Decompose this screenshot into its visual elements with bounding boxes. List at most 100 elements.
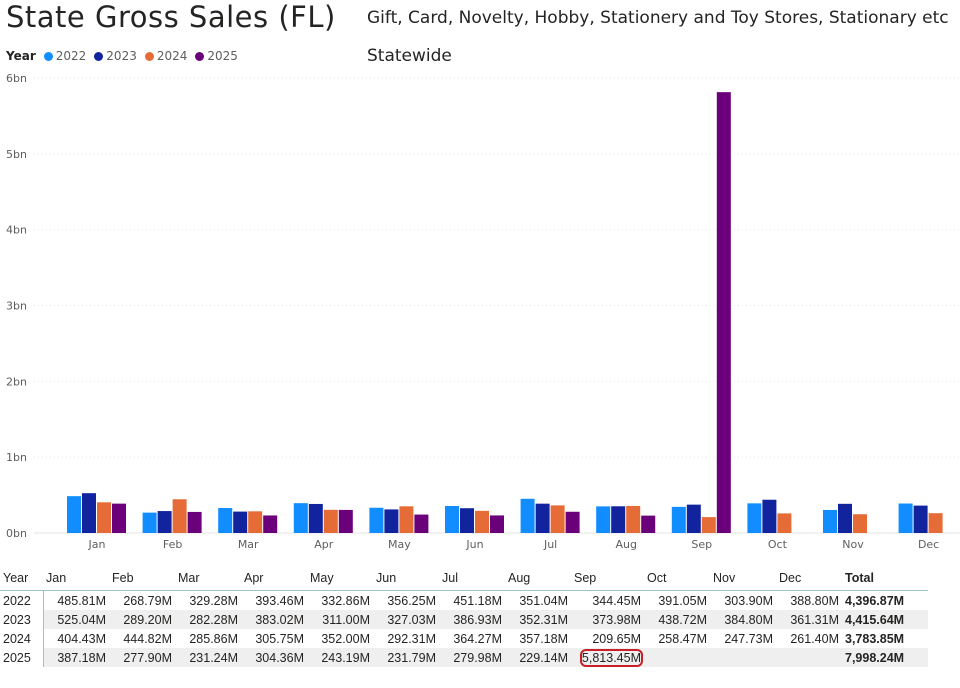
bar-2022-Oct[interactable] (747, 503, 762, 533)
column-header[interactable]: Total (842, 566, 928, 591)
cell-text: 387.18M (57, 650, 106, 665)
value-cell: 373.98M (571, 610, 644, 629)
bar-2024-Jun[interactable] (475, 510, 489, 533)
cell-text: 282.28M (189, 612, 238, 627)
bar-2025-Feb[interactable] (187, 511, 202, 533)
cell-text: 384.80M (724, 612, 773, 627)
legend-marker-icon (94, 51, 104, 61)
cell-text: 327.03M (387, 612, 436, 627)
bar-2023-Feb[interactable] (157, 511, 172, 533)
bar-2024-Oct[interactable] (777, 513, 792, 533)
bar-2022-Mar[interactable] (218, 508, 233, 533)
column-header[interactable]: Aug (505, 566, 571, 591)
column-header[interactable]: Year (0, 566, 43, 591)
bar-2022-Sep[interactable] (671, 506, 686, 533)
bar-2024-Mar[interactable] (248, 511, 263, 533)
bar-2024-Dec[interactable] (928, 513, 943, 533)
cell-text: 4,415.64M (845, 612, 905, 627)
cell-text: 361.31M (790, 612, 839, 627)
value-cell: 388.80M (776, 591, 842, 611)
bar-2023-May[interactable] (384, 509, 399, 533)
cell-text: 303.90M (724, 593, 773, 608)
bar-2022-May[interactable] (369, 507, 384, 533)
bar-2022-Dec[interactable] (898, 503, 913, 533)
bar-2025-Sep[interactable] (716, 92, 731, 534)
legend-marker-icon (195, 51, 205, 61)
column-header[interactable]: Apr (241, 566, 307, 591)
y-tick-label: 5bn (6, 148, 27, 161)
bar-2025-Jul[interactable] (565, 511, 580, 533)
cell-text: 231.24M (189, 650, 238, 665)
cell-text: 356.25M (387, 593, 436, 608)
bar-2023-Sep[interactable] (686, 504, 701, 533)
cell-text: 279.98M (453, 650, 502, 665)
value-cell: 387.18M (43, 648, 109, 667)
bar-2022-Nov[interactable] (823, 509, 837, 533)
y-tick-label: 6bn (6, 72, 27, 85)
bar-2025-Jun[interactable] (490, 515, 504, 533)
table-row: 2025 387.18M 277.90M 231.24M 304.36M 243.19M 2… (0, 648, 928, 667)
column-header[interactable]: Nov (710, 566, 776, 591)
bar-2022-Jun[interactable] (445, 505, 459, 533)
bar-2022-Apr[interactable] (293, 503, 308, 533)
cell-text: 277.90M (123, 650, 172, 665)
value-cell: 268.79M (109, 591, 175, 611)
bar-2023-Aug[interactable] (611, 506, 626, 533)
bar-2023-Apr[interactable] (308, 503, 323, 533)
column-header[interactable]: May (307, 566, 373, 591)
bar-2022-Jul[interactable] (520, 498, 535, 533)
bar-2022-Jan[interactable] (67, 496, 81, 533)
column-header[interactable]: Jun (373, 566, 439, 591)
x-tick-label: May (388, 538, 411, 551)
table-row: 2024 404.43M 444.82M 285.86M 305.75M 352.00M 2… (0, 629, 928, 648)
bar-2025-Apr[interactable] (338, 509, 353, 533)
cell-text: 388.80M (790, 593, 839, 608)
bar-2022-Aug[interactable] (596, 506, 611, 533)
legend-label: 2025 (207, 49, 238, 63)
bar-2025-Mar[interactable] (263, 515, 278, 533)
column-header[interactable]: Jan (43, 566, 109, 591)
legend-item-2025[interactable]: 2025 (195, 49, 238, 63)
value-cell: 357.18M (505, 629, 571, 648)
cell-text: 304.36M (255, 650, 304, 665)
column-header[interactable]: Sep (571, 566, 644, 591)
legend-marker-icon (43, 51, 53, 61)
column-header[interactable]: Dec (776, 566, 842, 591)
x-tick-label: Oct (768, 538, 788, 551)
bar-2024-Sep[interactable] (701, 517, 716, 533)
bar-2024-Feb[interactable] (172, 499, 187, 533)
cell-text: 268.79M (123, 593, 172, 608)
bar-2022-Feb[interactable] (142, 512, 157, 533)
bar-2025-Jan[interactable] (112, 503, 126, 533)
bar-2024-Jul[interactable] (550, 505, 565, 533)
bar-2024-Apr[interactable] (323, 509, 338, 533)
bar-2023-Nov[interactable] (838, 503, 852, 533)
cell-text: 229.14M (519, 650, 568, 665)
bar-2023-Oct[interactable] (762, 499, 777, 533)
cell-text: 292.31M (387, 631, 436, 646)
value-cell: 344.45M (571, 591, 644, 611)
column-header[interactable]: Feb (109, 566, 175, 591)
column-header[interactable]: Mar (175, 566, 241, 591)
column-header[interactable]: Oct (644, 566, 710, 591)
value-cell: 282.28M (175, 610, 241, 629)
bar-2025-Aug[interactable] (641, 515, 656, 533)
bar-2023-Jul[interactable] (535, 503, 550, 533)
bar-2024-Jan[interactable] (97, 502, 111, 533)
legend-item-2024[interactable]: 2024 (144, 49, 187, 63)
bar-2023-Jan[interactable] (82, 493, 96, 533)
legend-item-2023[interactable]: 2023 (94, 49, 137, 63)
bar-2023-Mar[interactable] (233, 511, 248, 533)
value-cell: 438.72M (644, 610, 710, 629)
column-header[interactable]: Jul (439, 566, 505, 591)
total-cell: 3,783.85M (842, 629, 928, 648)
bar-2023-Jun[interactable] (460, 508, 474, 533)
bar-2024-May[interactable] (399, 506, 414, 533)
bar-2024-Aug[interactable] (626, 505, 641, 533)
bar-2024-Nov[interactable] (853, 514, 867, 533)
bar-2023-Dec[interactable] (913, 505, 928, 533)
legend-item-2022[interactable]: 2022 (43, 49, 86, 63)
year-cell: 2024 (0, 629, 44, 648)
bar-chart: 0bn 1bn 2bn 3bn 4bn 5bn 6bn Jan Feb Mar Apr May Jun J… (6, 72, 960, 551)
bar-2025-May[interactable] (414, 514, 429, 533)
